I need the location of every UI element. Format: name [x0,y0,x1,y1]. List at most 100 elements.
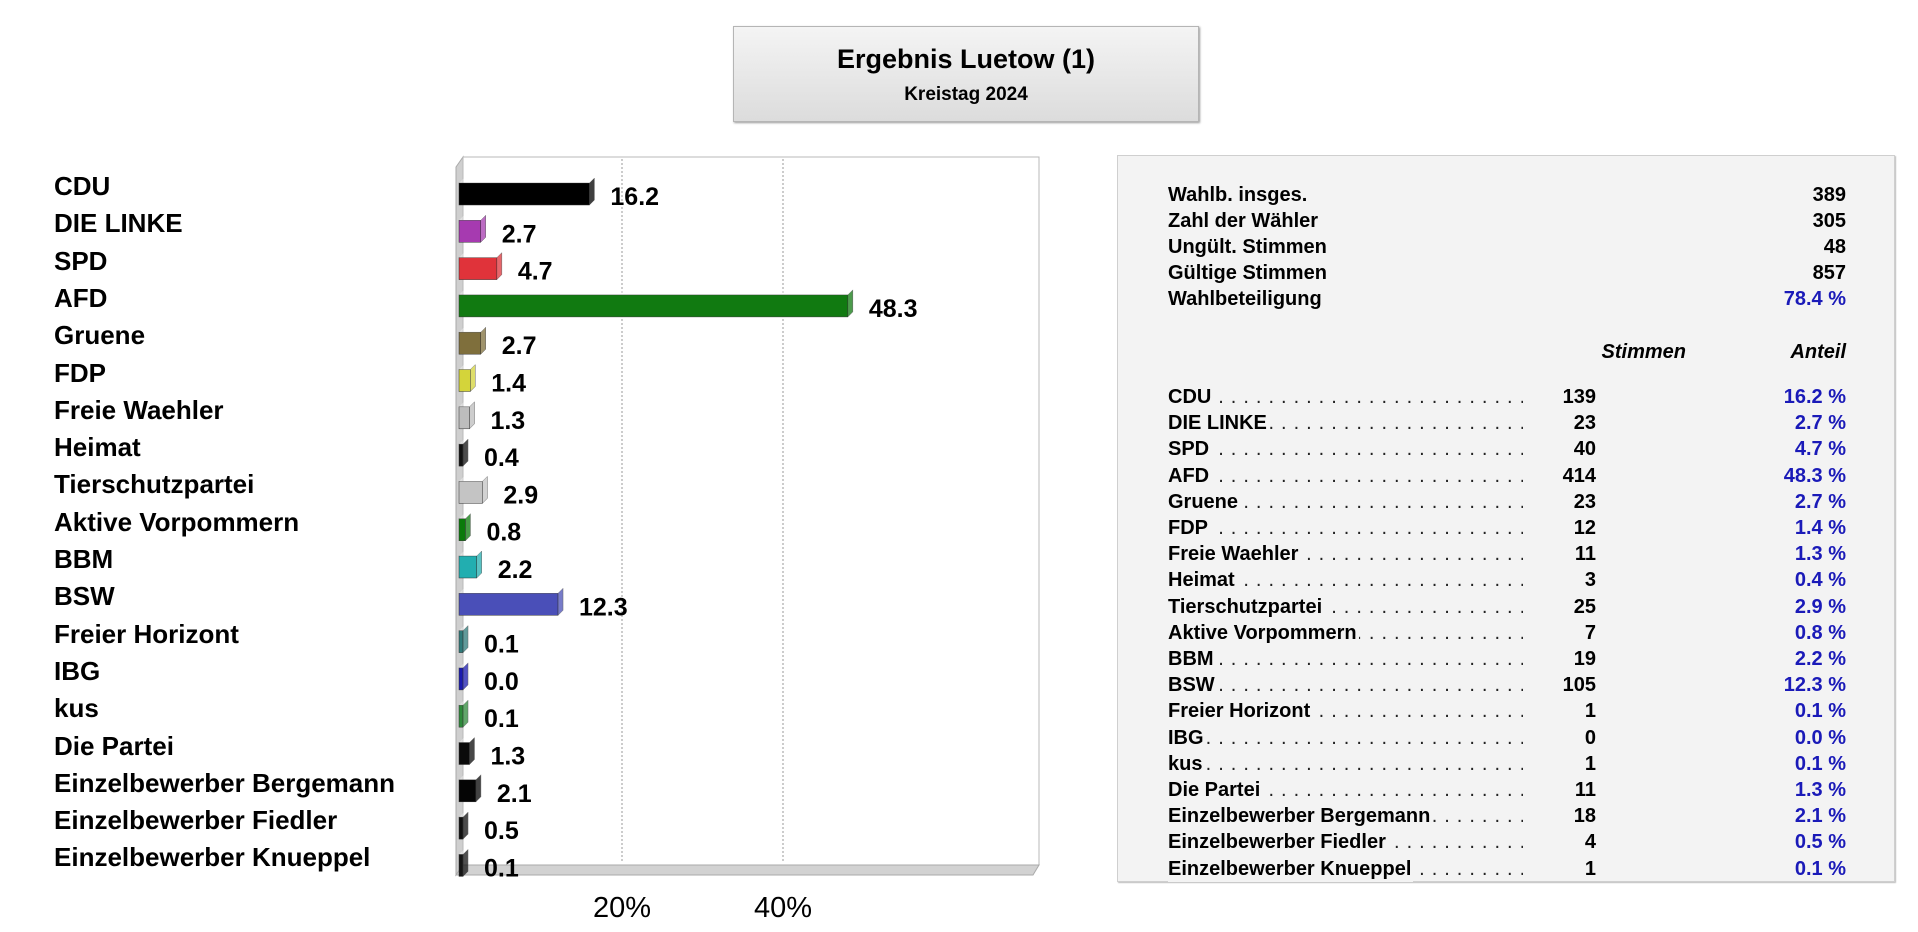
category-label: Einzelbewerber Bergemann [54,767,395,798]
bar [458,779,477,803]
bar-top [459,588,564,594]
bar [458,481,483,504]
category-label: AFD [54,282,108,313]
bar-top [459,401,475,407]
party-votes: 23 [1573,412,1596,435]
x-tick-label: 20% [593,892,651,924]
party-share: 0.5 % [1794,831,1846,854]
party-votes: 4 [1584,831,1596,854]
bar-value-label: 2.2 [498,556,533,584]
summary-label: Gültige Stimmen [1168,262,1327,284]
bar-value-label: 1.4 [491,370,526,398]
bar-side [462,662,469,691]
table-row: ........................................… [1168,384,1846,410]
bar [458,555,477,579]
bar [458,331,481,355]
table-row: ........................................… [1168,436,1846,463]
party-votes: 11 [1574,543,1596,566]
category-label: Aktive Vorpommern [54,506,300,537]
leader-dots: ........................................… [1168,386,1523,408]
party-name: CDU [1168,384,1214,410]
party-name: Aktive Vorpommern [1168,619,1359,646]
bar [458,182,590,206]
table-row: ........................................… [1168,698,1846,725]
table-row: ........................................… [1168,567,1846,594]
leader-dots: ........................................… [1168,490,1523,513]
summary-label: Wahlbeteiligung [1168,288,1322,310]
bar-value-label: 2.7 [502,332,537,360]
table-row: ........................................… [1168,750,1846,777]
party-share: 2.7 % [1794,412,1846,435]
party-votes: 23 [1573,490,1596,513]
party-votes: 105 [1562,674,1596,697]
summary-row: Zahl der Wähler 305 [1168,208,1846,234]
party-share: 16.2 % [1783,386,1846,408]
bar [458,704,464,728]
bar [458,220,481,243]
bar-side [462,811,469,840]
bar-side [462,848,469,878]
bar-side [557,587,564,616]
leader-dots: ........................................… [1168,752,1523,775]
party-votes: 1 [1584,752,1596,775]
party-name: Gruene [1168,488,1241,515]
leader-dots: ........................................… [1168,726,1523,749]
category-label: SPD [54,245,108,276]
table-row: ........................................… [1168,855,1846,882]
share-column-header: Anteil [1790,341,1846,363]
category-label: CDU [54,171,111,201]
bar-top [459,289,853,295]
bar-side [469,736,475,766]
party-share: 12.3 % [1783,674,1846,697]
bar-value-label: 0.1 [484,854,519,882]
table-row: ........................................… [1168,619,1846,646]
party-name: Tierschutzpartei [1168,593,1325,620]
bar-side [480,214,486,243]
table-row: ........................................… [1168,541,1846,568]
party-share: 2.7 % [1794,490,1846,513]
bar [458,816,464,840]
bar-top [459,178,595,183]
category-label: Freier Horizont [54,618,239,649]
party-name: IBG [1168,724,1206,751]
bar-side [462,624,469,654]
bar [458,443,464,467]
table-row: ........................................… [1168,410,1846,437]
bar-value-label: 2.9 [503,481,538,509]
bar [458,593,559,616]
summary-value: 305 [1812,210,1846,232]
party-votes: 0 [1584,726,1596,749]
summary-value: 857 [1812,262,1846,284]
bar-side [496,251,503,281]
bar-side [469,401,475,430]
bar-value-label: 1.3 [490,407,525,435]
party-share: 48.3 % [1783,464,1846,487]
bar-value-label: 2.7 [502,220,537,248]
bar-top [459,252,502,258]
party-name: DIE LINKE [1168,410,1269,437]
bar-value-label: 0.8 [486,519,521,547]
category-label: Die Partei [54,730,174,761]
plot-area [462,156,1040,866]
party-share: 0.0 % [1794,726,1846,749]
bar [458,854,464,877]
party-name: BSW [1168,672,1217,699]
party-name: AFD [1168,462,1212,489]
summary-row: Ungült. Stimmen 48 [1168,234,1846,260]
category-label: FDP [54,357,106,388]
summary-label: Ungült. Stimmen [1168,236,1327,258]
party-votes: 7 [1584,621,1596,644]
bar-top [459,513,471,519]
bar [458,518,466,541]
party-votes: 19 [1573,648,1596,670]
party-votes: 25 [1573,595,1596,618]
category-label: Tierschutzpartei [54,469,255,500]
page-subtitle: Kreistag 2024 [904,84,1028,105]
party-share: 1.3 % [1794,779,1846,801]
table-row: ........................................… [1168,724,1846,751]
bar-value-label: 0.4 [484,444,519,472]
bar-side [462,699,469,728]
summary-value: 78.4 % [1783,288,1846,310]
bar [458,406,470,430]
